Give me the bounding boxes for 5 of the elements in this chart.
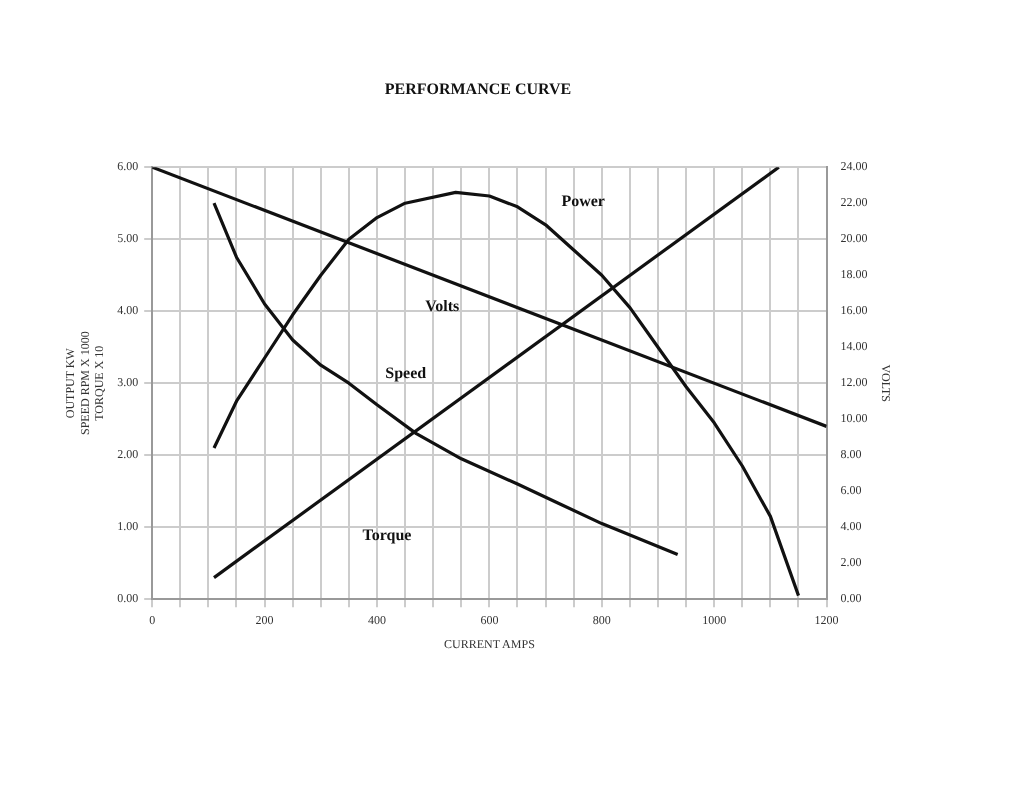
chart-title: PERFORMANCE CURVE [384,79,572,98]
text: Torque [362,525,413,544]
series-label: Power [561,192,606,211]
series-label: Volts [425,296,460,315]
series-label: Speed [385,364,428,383]
